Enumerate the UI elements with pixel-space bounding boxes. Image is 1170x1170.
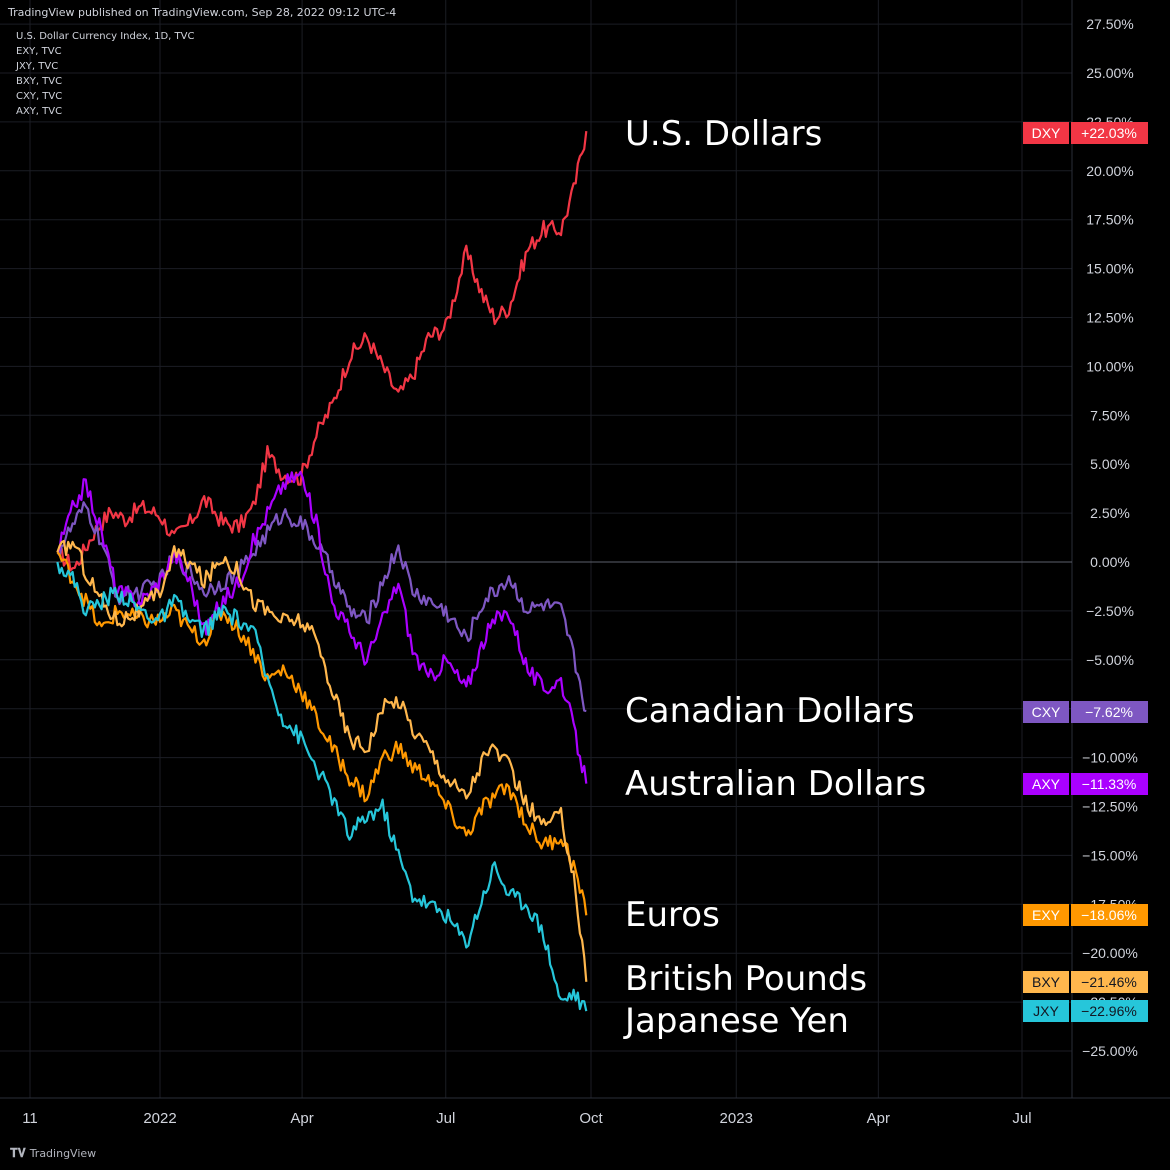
x-tick-label: Apr bbox=[867, 1110, 890, 1127]
x-tick-label: Jul bbox=[1012, 1110, 1031, 1127]
symbol-legend-jxy[interactable]: JXY, TVC bbox=[16, 61, 59, 72]
badge-value-jxy: −22.96% bbox=[1081, 1003, 1137, 1019]
symbol-legend-cxy[interactable]: CXY, TVC bbox=[16, 91, 63, 102]
symbol-legend-bxy[interactable]: BXY, TVC bbox=[16, 76, 63, 87]
last-value-badges: DXY +22.03% CXY −7.62% AXY −11.33% EXY −18.06% B… bbox=[1023, 122, 1148, 1022]
y-tick-label: 5.00% bbox=[1090, 456, 1130, 472]
y-tick-label: −5.00% bbox=[1086, 652, 1134, 668]
badge-value-bg-dxy bbox=[1071, 122, 1148, 144]
series-name-exy: Euros bbox=[625, 895, 720, 935]
badge-value-bg-jxy bbox=[1071, 1000, 1148, 1022]
brand-text: TradingView bbox=[29, 1147, 97, 1160]
x-tick-label: Apr bbox=[290, 1110, 313, 1127]
x-tick-label: 2023 bbox=[720, 1110, 753, 1127]
y-tick-label: −10.00% bbox=[1082, 750, 1138, 766]
x-tick-label: Jul bbox=[436, 1110, 455, 1127]
badge-value-bg-cxy bbox=[1071, 701, 1148, 723]
series-line-bxy bbox=[56, 539, 588, 982]
badge-symbol-bg-bxy bbox=[1023, 971, 1069, 993]
badge-value-bxy: −21.46% bbox=[1081, 974, 1137, 990]
badge-value-dxy: +22.03% bbox=[1081, 125, 1137, 141]
x-tick-label: Oct bbox=[579, 1110, 603, 1127]
badge-symbol-axy: AXY bbox=[1032, 776, 1061, 792]
symbol-legend-dxy[interactable]: U.S. Dollar Currency Index, 1D, TVC bbox=[16, 31, 195, 42]
badge-symbol-bg-jxy bbox=[1023, 1000, 1069, 1022]
y-tick-label: 20.00% bbox=[1086, 163, 1133, 179]
series-lines bbox=[56, 130, 588, 1012]
x-axis: 11 2022 Apr Jul Oct 2023 Apr Jul bbox=[22, 1110, 1031, 1127]
y-tick-label: −12.50% bbox=[1082, 799, 1138, 815]
badge-value-cxy: −7.62% bbox=[1085, 704, 1133, 720]
badge-symbol-jxy: JXY bbox=[1033, 1003, 1059, 1019]
series-name-bxy: British Pounds bbox=[625, 959, 867, 999]
y-tick-label: 0.00% bbox=[1090, 554, 1130, 570]
y-tick-label: −2.50% bbox=[1086, 603, 1134, 619]
y-tick-label: 10.00% bbox=[1086, 358, 1133, 374]
y-tick-label: 27.50% bbox=[1086, 16, 1133, 32]
badge-symbol-bg-dxy bbox=[1023, 122, 1069, 144]
y-axis: 27.50%25.00%22.50%20.00%17.50%15.00%12.5… bbox=[1082, 16, 1138, 1059]
series-line-dxy bbox=[56, 130, 588, 572]
y-tick-label: 12.50% bbox=[1086, 310, 1133, 326]
series-line-axy bbox=[56, 470, 588, 784]
badge-symbol-bxy: BXY bbox=[1032, 974, 1061, 990]
series-line-exy bbox=[56, 551, 588, 916]
y-tick-label: −25.00% bbox=[1082, 1043, 1138, 1059]
published-header: TradingView published on TradingView.com… bbox=[8, 6, 397, 19]
x-tick-label: 11 bbox=[22, 1110, 38, 1127]
badge-symbol-bg-cxy bbox=[1023, 701, 1069, 723]
series-name-labels: U.S. Dollars Canadian Dollars Australian D… bbox=[623, 114, 926, 1041]
badge-symbol-bg-axy bbox=[1023, 773, 1069, 795]
y-tick-label: 15.00% bbox=[1086, 261, 1133, 277]
badge-value-bg-axy bbox=[1071, 773, 1148, 795]
y-tick-label: 7.50% bbox=[1090, 407, 1130, 423]
series-name-jxy: Japanese Yen bbox=[623, 1001, 849, 1041]
footer-brand[interactable]: 𝐓𝐕 TradingView bbox=[10, 1146, 96, 1161]
symbol-legend-axy[interactable]: AXY, TVC bbox=[16, 106, 63, 117]
series-name-axy: Australian Dollars bbox=[625, 764, 926, 804]
badge-value-bg-bxy bbox=[1071, 971, 1148, 993]
series-line-cxy bbox=[56, 501, 587, 713]
badge-value-exy: −18.06% bbox=[1081, 907, 1137, 923]
badge-symbol-bg-exy bbox=[1023, 904, 1069, 926]
y-tick-label: −20.00% bbox=[1082, 945, 1138, 961]
x-tick-label: 2022 bbox=[143, 1110, 176, 1127]
y-tick-label: 17.50% bbox=[1086, 212, 1133, 228]
badge-value-bg-exy bbox=[1071, 904, 1148, 926]
badge-symbol-cxy: CXY bbox=[1032, 704, 1061, 720]
y-tick-label: −15.00% bbox=[1082, 847, 1138, 863]
y-tick-label: 25.00% bbox=[1086, 65, 1133, 81]
badge-symbol-exy: EXY bbox=[1032, 907, 1061, 923]
series-name-dxy: U.S. Dollars bbox=[625, 114, 822, 154]
tradingview-logo-icon: 𝐓𝐕 bbox=[10, 1146, 26, 1160]
symbol-legend-exy[interactable]: EXY, TVC bbox=[16, 46, 62, 57]
series-name-cxy: Canadian Dollars bbox=[625, 691, 915, 731]
badge-symbol-dxy: DXY bbox=[1032, 125, 1061, 141]
badge-value-axy: −11.33% bbox=[1082, 776, 1137, 792]
series-line-jxy bbox=[56, 561, 588, 1012]
y-tick-label: 2.50% bbox=[1090, 505, 1130, 521]
